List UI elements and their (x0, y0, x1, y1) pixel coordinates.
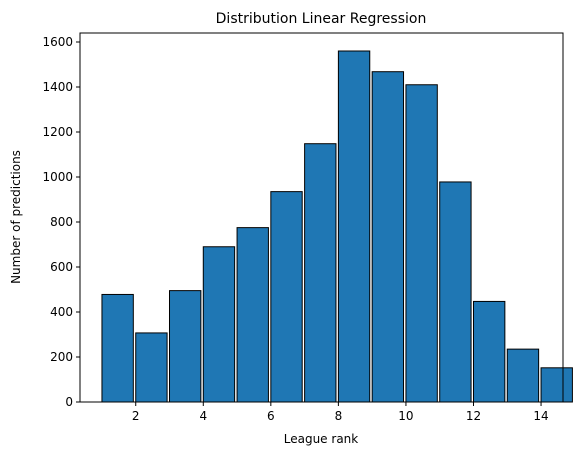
histogram-bar (506, 348, 540, 403)
y-axis-ticks: 0 200 400 600 800 1000 1200 1400 1600 (42, 35, 80, 409)
x-tick-label: 12 (466, 409, 481, 423)
y-tick-label: 200 (50, 350, 73, 364)
histogram-bar (337, 50, 371, 403)
bars-group (101, 50, 573, 403)
plot-frame (79, 32, 564, 403)
x-tick-label: 2 (132, 409, 140, 423)
y-tick-label: 400 (50, 305, 73, 319)
x-tick-label: 14 (533, 409, 548, 423)
x-tick-label: 4 (199, 409, 207, 423)
y-tick-label: 1000 (42, 170, 73, 184)
y-tick-label: 600 (50, 260, 73, 274)
histogram-bar (371, 71, 405, 403)
x-tick-label: 6 (267, 409, 275, 423)
x-axis-label: League rank (284, 432, 359, 446)
histogram-bar (472, 300, 506, 403)
y-tick-label: 800 (50, 215, 73, 229)
y-tick-label: 0 (65, 395, 73, 409)
x-tick-label: 8 (335, 409, 343, 423)
x-axis-ticks: 2 4 6 8 10 12 14 (132, 402, 549, 423)
histogram-bar (405, 84, 438, 403)
histogram-bar (169, 290, 202, 403)
histogram-bar (304, 143, 337, 403)
histogram-bar (236, 227, 269, 403)
histogram-bar (101, 293, 134, 403)
histogram-bar (540, 367, 573, 403)
histogram-bar (202, 246, 236, 403)
y-tick-label: 1400 (42, 80, 73, 94)
chart-title: Distribution Linear Regression (216, 11, 427, 27)
y-axis-label: Number of predictions (9, 150, 23, 284)
histogram-bar (270, 191, 303, 403)
x-tick-label: 10 (398, 409, 413, 423)
y-tick-label: 1600 (42, 35, 73, 49)
histogram-bar (135, 332, 168, 403)
histogram-bar (439, 181, 472, 403)
y-tick-label: 1200 (42, 125, 73, 139)
